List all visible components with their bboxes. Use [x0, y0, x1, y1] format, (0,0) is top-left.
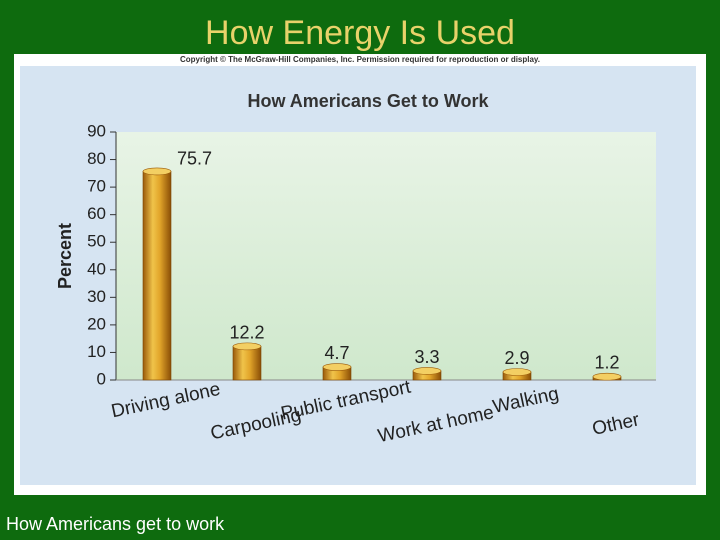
bar [142, 171, 172, 381]
bar-cap [322, 363, 352, 371]
y-tick-label: 50 [87, 232, 106, 251]
chart-figure: Copyright © The McGraw-Hill Companies, I… [14, 54, 706, 495]
y-tick-label: 70 [87, 177, 106, 196]
slide-title: How Energy Is Used [205, 14, 515, 52]
bar-cap [412, 367, 442, 375]
data-label: 75.7 [177, 148, 212, 168]
slide-caption: How Americans get to work [6, 514, 225, 534]
y-tick-label: 80 [87, 149, 106, 168]
y-tick-label: 90 [87, 121, 106, 140]
y-tick-label: 10 [87, 342, 106, 361]
copyright-notice: Copyright © The McGraw-Hill Companies, I… [179, 55, 541, 64]
bar-cap [142, 167, 172, 176]
category-label: Driving alone [109, 379, 222, 423]
y-axis-label: Percent [55, 223, 75, 289]
data-label: 1.2 [594, 353, 619, 373]
data-label: 4.7 [324, 343, 349, 363]
bar-cap [592, 372, 622, 381]
data-label: 3.3 [414, 347, 439, 367]
y-tick-label: 0 [97, 369, 106, 388]
y-axis: 0 10 20 30 40 50 60 70 80 90 [87, 121, 656, 388]
data-label: 12.2 [229, 322, 264, 342]
data-label: 2.9 [504, 348, 529, 368]
plot-area [116, 132, 656, 380]
bar-cap [502, 368, 532, 376]
category-label: Work at home [376, 402, 496, 447]
category-label: Other [590, 409, 642, 440]
bars: 75.7 12.2 4.7 3.3 2.9 1.2 [142, 148, 622, 381]
y-tick-label: 40 [87, 259, 106, 278]
y-tick-label: 60 [87, 204, 106, 223]
bar-cap [232, 342, 262, 351]
chart-title: How Americans Get to Work [247, 91, 489, 111]
category-label: Public transport [279, 376, 413, 424]
bar-chart: How Americans Get to Work Percent 0 10 20 3… [55, 91, 656, 447]
y-tick-label: 30 [87, 287, 106, 306]
bar [232, 346, 262, 381]
category-label: Walking [491, 383, 561, 417]
y-tick-label: 20 [87, 314, 106, 333]
